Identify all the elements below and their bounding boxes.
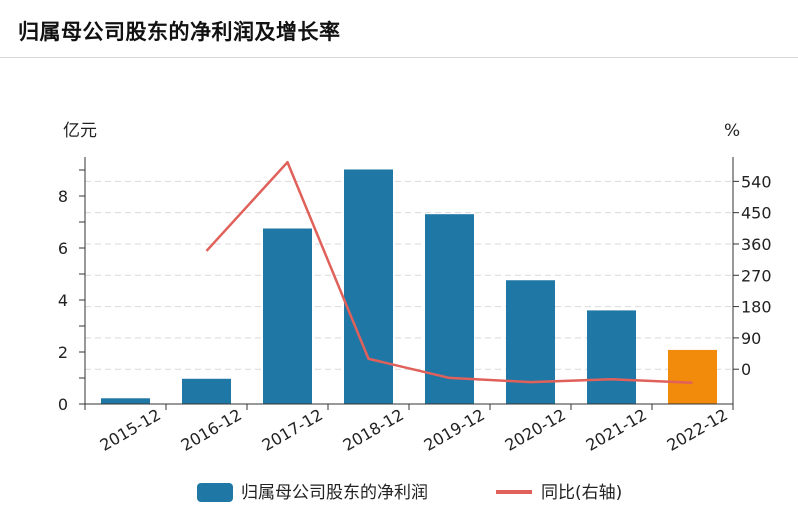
- right-tick-label: 540: [741, 172, 772, 191]
- left-tick-label: 6: [58, 239, 68, 258]
- bar-series: [101, 169, 717, 404]
- bar: [506, 280, 555, 404]
- left-tick-label: 0: [58, 395, 68, 414]
- legend-bar-swatch: [197, 483, 233, 502]
- x-tick-label: 2020-12: [502, 405, 569, 455]
- legend-bar-label: 归属母公司股东的净利润: [241, 483, 428, 503]
- bar: [101, 398, 150, 404]
- left-axis-unit: 亿元: [63, 121, 97, 141]
- left-tick-label: 4: [58, 291, 68, 310]
- left-tick-label: 2: [58, 343, 68, 362]
- left-tick-label: 8: [58, 187, 68, 206]
- growth-line: [205, 160, 693, 385]
- bar: [587, 310, 636, 404]
- chart-header: 归属母公司股东的净利润及增长率: [0, 0, 798, 58]
- right-tick-label: 90: [741, 329, 761, 348]
- x-tick-label: 2017-12: [259, 405, 326, 455]
- legend-line-label: 同比(右轴): [541, 483, 622, 503]
- bar: [425, 214, 474, 404]
- bar: [344, 169, 393, 404]
- right-tick-label: 180: [741, 298, 772, 317]
- line-series: [205, 160, 693, 385]
- x-tick-label: 2016-12: [178, 405, 245, 455]
- bar: [668, 349, 717, 404]
- axes: 0 2 4 6 8 0 90 180 270 360 450 540 2015-12 2016-12 201…: [58, 157, 772, 455]
- right-tick-label: 360: [741, 235, 772, 254]
- x-tick-label: 2018-12: [340, 405, 407, 455]
- x-tick-label: 2022-12: [664, 405, 731, 455]
- right-axis-unit: %: [724, 121, 740, 141]
- right-tick-label: 270: [741, 266, 772, 285]
- bar: [182, 378, 231, 404]
- x-tick-label: 2021-12: [583, 405, 650, 455]
- bar: [263, 228, 312, 404]
- x-tick-label: 2015-12: [97, 405, 164, 455]
- chart-title: 归属母公司股东的净利润及增长率: [18, 20, 341, 44]
- right-tick-label: 0: [741, 360, 751, 379]
- legend: 归属母公司股东的净利润 同比(右轴): [197, 483, 622, 503]
- x-tick-label: 2019-12: [421, 405, 488, 455]
- right-tick-label: 450: [741, 204, 772, 223]
